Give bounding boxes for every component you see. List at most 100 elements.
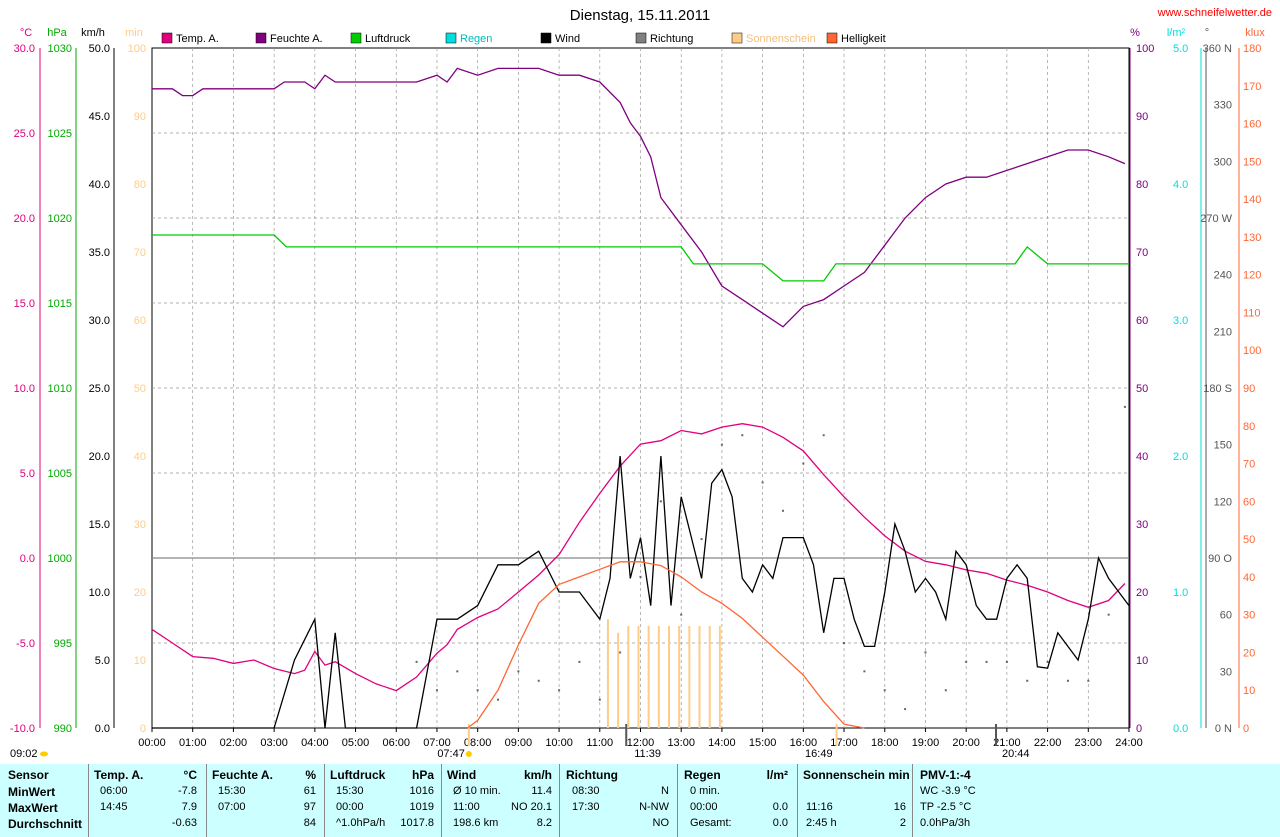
stats-humidity-value: 61 [303, 785, 316, 797]
time-label: 01:00 [179, 737, 207, 749]
stats-wind-value: 8.2 [536, 817, 552, 829]
tick-wind: 35.0 [89, 247, 110, 259]
stats-direction-value: N-NW [639, 801, 669, 813]
axis-unit-wind: km/h [81, 27, 105, 39]
direction-point [1066, 679, 1069, 682]
website-label[interactable]: www.schneifelwetter.de [1157, 7, 1272, 19]
tick-wind: 0.0 [95, 723, 110, 735]
time-label: 12:00 [627, 737, 655, 749]
time-label: 06:00 [382, 737, 410, 749]
tick-pressure: 1020 [48, 213, 72, 225]
stats-temp-value: -0.63 [171, 817, 197, 829]
weather-chart: Dienstag, 15.11.2011 www.schneifelwetter… [9, 7, 1272, 760]
time-label: 22:00 [1034, 737, 1062, 749]
stats-pressure-time: 00:00 [336, 801, 364, 813]
legend-swatch [540, 32, 552, 44]
stats-header-pressure: Luftdruck [330, 768, 386, 782]
time-label: 09:00 [505, 737, 533, 749]
tick-brightness: 180 [1243, 43, 1261, 55]
direction-point [1005, 660, 1008, 663]
direction-point [924, 651, 927, 654]
tick-direction: 60 [1220, 610, 1232, 622]
tick-wind: 45.0 [89, 111, 110, 123]
time-label: 14:00 [708, 737, 736, 749]
stats-temp-time: 06:00 [100, 785, 128, 797]
stats-pressure-time: 15:30 [336, 785, 364, 797]
direction-point [619, 651, 622, 654]
direction-point [741, 434, 744, 437]
stats-header-sunshine: Sonnenschein min [803, 768, 910, 782]
stats-pressure-time: ^1.0hPa/h [336, 817, 386, 829]
stats-header-humidity: Feuchte A. [212, 768, 273, 782]
direction-point [761, 481, 764, 484]
stats-rain-value: 0.0 [772, 817, 788, 829]
legend-swatch [255, 32, 267, 44]
axis-unit-sunshine: min [125, 27, 143, 39]
direction-point [639, 575, 642, 578]
tick-brightness: 160 [1243, 119, 1261, 131]
stats-divider [559, 764, 560, 837]
direction-point [598, 698, 601, 701]
time-label: 19:00 [912, 737, 940, 749]
direction-point [1107, 613, 1110, 616]
stats-header-rain: Regen [684, 768, 721, 782]
tick-humidity: 80 [1136, 179, 1148, 191]
tick-brightness: 50 [1243, 534, 1255, 546]
stats-direction-value: N [661, 785, 669, 797]
tick-sunshine: 80 [134, 179, 146, 191]
sunset-label: 16:49 [805, 748, 833, 760]
tick-temp: 10.0 [14, 383, 35, 395]
moonrise-label: 20:44 [1002, 748, 1030, 760]
legend-swatch [161, 32, 173, 44]
tick-direction: 300 [1214, 156, 1232, 168]
tick-brightness: 20 [1243, 647, 1255, 659]
stats-header-temp: Temp. A. [94, 768, 144, 782]
time-label: 07:00 [423, 737, 451, 749]
stats-row-label: Durchschnitt [8, 817, 83, 831]
stats-wind-time: 11:00 [453, 801, 480, 813]
stats-divider [677, 764, 678, 837]
sunrise-label: 07:47 [437, 748, 465, 760]
tick-temp: 0.0 [20, 553, 35, 565]
legend-label: Feuchte A. [270, 33, 323, 45]
tick-sunshine: 20 [134, 587, 146, 599]
tick-humidity: 10 [1136, 655, 1148, 667]
direction-point [1123, 405, 1126, 408]
tick-brightness: 80 [1243, 421, 1255, 433]
axis-unit-brightness: klux [1245, 27, 1265, 39]
tick-pressure: 1005 [48, 468, 72, 480]
time-label: 03:00 [260, 737, 288, 749]
tick-brightness: 70 [1243, 459, 1255, 471]
stats-humidity-time: 15:30 [218, 785, 246, 797]
stats-unit-humidity: % [305, 768, 316, 782]
direction-point [435, 689, 438, 692]
axis-unit-direction: ° [1205, 27, 1209, 39]
noon-label: 11:39 [634, 748, 661, 760]
stats-sunshine-time: 2:45 h [806, 817, 837, 829]
tick-wind: 30.0 [89, 315, 110, 327]
tick-wind: 25.0 [89, 383, 110, 395]
stats-divider [912, 764, 913, 837]
direction-point [578, 660, 581, 663]
tick-sunshine: 90 [134, 111, 146, 123]
tick-temp: 25.0 [14, 128, 35, 140]
series-line-humidity [152, 67, 1126, 328]
tick-wind: 20.0 [89, 451, 110, 463]
direction-point [537, 679, 540, 682]
stats-table: Sensor MinWert MaxWert Durchschnitt Temp. A.… [0, 764, 1280, 837]
stats-rain-time: 0 min. [690, 785, 720, 797]
stats-direction-time: 08:30 [572, 785, 600, 797]
stats-pressure-value: 1016 [409, 785, 434, 797]
stats-divider [324, 764, 325, 837]
moon-icon [40, 751, 48, 757]
direction-point [456, 670, 459, 673]
direction-point [497, 698, 500, 701]
direction-point [680, 613, 683, 616]
moonset-label: 09:02 [10, 748, 38, 760]
tick-wind: 40.0 [89, 179, 110, 191]
direction-point [944, 689, 947, 692]
legend-swatch [350, 32, 362, 44]
time-label: 00:00 [138, 737, 166, 749]
axis-unit-humidity: % [1130, 27, 1140, 39]
legend-label: Sonnenschein [746, 33, 816, 45]
